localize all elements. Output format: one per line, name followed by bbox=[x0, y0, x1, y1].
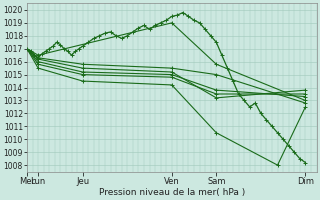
X-axis label: Pression niveau de la mer( hPa ): Pression niveau de la mer( hPa ) bbox=[99, 188, 245, 197]
